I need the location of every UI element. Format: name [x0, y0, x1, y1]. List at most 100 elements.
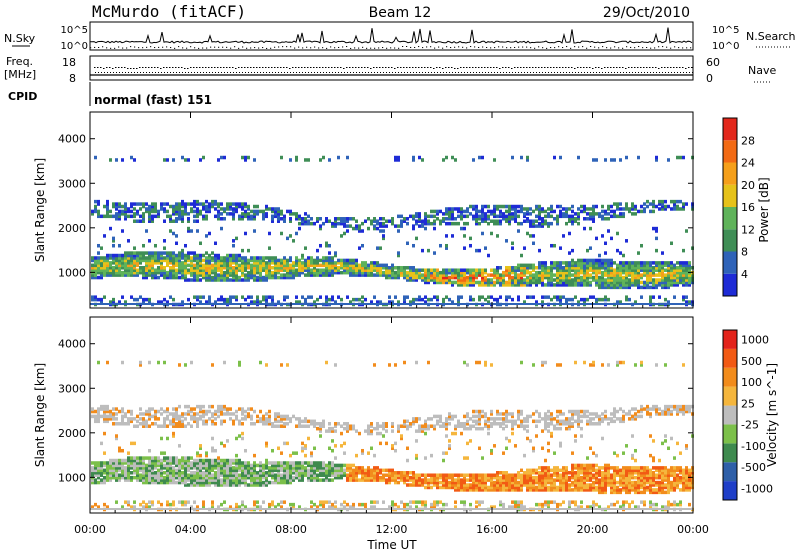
power-cell	[472, 214, 475, 219]
power-cell	[634, 270, 637, 275]
power-cell	[325, 270, 328, 275]
power-cell	[355, 268, 358, 272]
velocity-cell	[163, 409, 166, 414]
power-cell	[106, 207, 109, 211]
nsearch-point	[650, 47, 652, 49]
power-cell	[316, 258, 319, 263]
velocity-cell	[298, 424, 301, 428]
power-cell	[622, 280, 625, 285]
power-cell	[634, 280, 637, 285]
power-cell	[424, 273, 427, 277]
freq-point	[487, 67, 489, 68]
freq-point	[100, 67, 102, 68]
power-cell	[154, 253, 157, 258]
velocity-cell	[244, 466, 247, 470]
velocity-cell	[268, 422, 271, 426]
power-cell	[568, 207, 571, 211]
power-cell	[268, 275, 271, 280]
power-cell	[292, 268, 295, 272]
velocity-cell	[298, 422, 301, 426]
velocity-cell	[142, 478, 145, 482]
velocity-cell	[373, 505, 376, 509]
velocity-cell	[400, 475, 403, 480]
velocity-cell	[316, 473, 319, 477]
power-cell	[478, 155, 481, 160]
nave-point	[467, 72, 468, 73]
power-cell	[178, 202, 181, 206]
power-cell	[277, 268, 280, 272]
power-cell	[163, 209, 166, 214]
velocity-cell	[94, 461, 97, 465]
power-cell	[151, 268, 154, 272]
velocity-cell	[202, 483, 205, 487]
power-cell	[187, 217, 190, 221]
power-cell	[115, 253, 118, 258]
power-cell	[175, 212, 178, 216]
velocity-cell	[97, 468, 100, 473]
power-cell	[226, 263, 229, 268]
velocity-cell	[202, 463, 205, 468]
power-cell	[187, 229, 190, 233]
velocity-cell	[115, 458, 118, 463]
power-cell	[625, 285, 628, 290]
power-cell	[475, 204, 478, 209]
power-cell	[499, 204, 502, 209]
velocity-cell	[379, 441, 382, 446]
power-cell	[367, 217, 370, 221]
velocity-cell	[310, 505, 313, 509]
power-cell	[133, 263, 136, 268]
power-cell	[106, 263, 109, 268]
velocity-cell	[283, 473, 286, 477]
velocity-cell	[133, 441, 136, 446]
velocity-cell	[307, 478, 310, 482]
nave-point	[476, 72, 477, 73]
velocity-cell	[94, 409, 97, 414]
power-cell	[472, 270, 475, 275]
velocity-cell	[127, 456, 130, 460]
power-cell	[181, 248, 184, 253]
power-cell	[133, 268, 136, 272]
power-cell	[685, 266, 688, 270]
power-cell	[655, 155, 658, 160]
velocity-cell	[406, 446, 409, 451]
power-cell	[118, 253, 121, 258]
nave-point	[284, 72, 285, 73]
nsearch-point	[334, 47, 336, 49]
velocity-cell	[367, 429, 370, 433]
velocity-cell	[262, 471, 265, 475]
power-cell	[334, 219, 337, 223]
velocity-cell	[337, 475, 340, 480]
power-cell	[271, 214, 274, 219]
power-cell	[376, 226, 379, 231]
power-cell	[142, 251, 145, 255]
velocity-cell	[361, 471, 364, 475]
power-cell	[685, 270, 688, 275]
power-cell	[250, 273, 253, 277]
power-cell	[676, 275, 679, 280]
velocity-cell	[235, 458, 238, 463]
power-cell	[559, 246, 562, 250]
power-cell	[142, 214, 145, 219]
power-cell	[232, 243, 235, 248]
power-cell	[178, 207, 181, 211]
power-cell	[547, 278, 550, 282]
power-cell	[583, 297, 586, 302]
power-cell	[160, 263, 163, 268]
velocity-cell	[136, 471, 139, 475]
freq-point	[247, 67, 249, 68]
freq-point	[337, 67, 339, 68]
nave-point	[656, 72, 657, 73]
power-cell	[298, 268, 301, 272]
power-cell	[538, 212, 541, 216]
power-cell	[526, 155, 529, 160]
velocity-cell	[91, 414, 94, 419]
power-cell	[676, 283, 679, 287]
freq-point	[631, 67, 633, 68]
power-cell	[565, 268, 568, 272]
power-cell	[631, 273, 634, 277]
power-cell	[244, 263, 247, 268]
velocity-cell	[199, 463, 202, 468]
power-cell	[592, 270, 595, 275]
velocity-cell	[358, 471, 361, 475]
velocity-cell	[280, 414, 283, 419]
